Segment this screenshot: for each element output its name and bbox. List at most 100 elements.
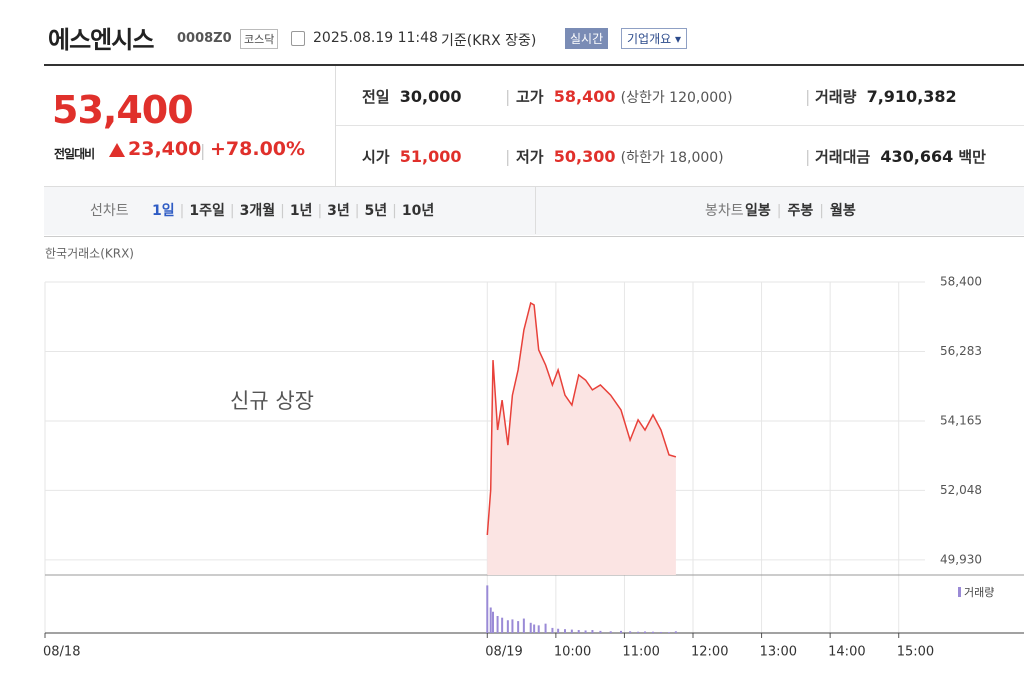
x-tick-label: 11:00 [622,645,659,660]
separator: | [505,147,511,166]
volume-bar [644,631,646,633]
chart-body: 한국거래소(KRX) 신규 상장 58,400 56,283 54,165 52,04… [43,247,1024,660]
stat: 전일 30,000 [362,86,462,107]
tab[interactable]: 3개월 [239,203,276,219]
separator: | [280,203,285,219]
volume-bar [584,630,587,633]
stock-code: 0008Z0 [177,31,232,46]
divider [336,125,1024,126]
stat-label: 거래량 [815,88,857,106]
stat-note: (상한가 120,000) [620,90,733,106]
price-area [487,303,676,575]
stat-label: 저가 [516,148,544,166]
x-tick-label: 14:00 [828,645,865,660]
stat-label: 고가 [516,88,544,106]
stat-unit: 백만 [958,148,986,166]
volume-bar [564,629,566,633]
stat: 시가 51,000 [362,146,462,167]
quote-box [44,64,1024,237]
candle-tab-list: 일봉 | 주봉 | 월봉 [745,200,856,220]
volume-legend-swatch [958,587,961,597]
volume-bar [652,631,654,633]
volume-bar [609,631,612,633]
volume-bar [489,607,492,633]
tab[interactable]: 주봉 [787,203,814,219]
tab[interactable]: 일봉 [745,203,771,219]
volume-bar [501,617,504,633]
separator: | [317,203,323,219]
change-percent: +78.00% [210,138,306,160]
volume-bar [533,624,536,633]
stat: 고가 58,400 (상한가 120,000) [516,86,733,107]
volume-bar [492,611,494,633]
stat-value: 58,400 [553,87,616,106]
y-tick-label: 56,283 [940,344,982,358]
up-triangle [109,143,125,157]
tab[interactable]: 3년 [327,203,350,219]
tab[interactable]: 월봉 [829,203,856,219]
separator: | [200,141,206,160]
tab[interactable]: 1일 [152,203,175,219]
stock-name: 에스엔시스 [48,26,154,54]
volume-bar [599,630,602,633]
separator: | [179,203,185,219]
stat: 거래대금 430,664 백만 [815,146,986,167]
volume-bar [486,585,489,633]
divider [535,187,536,234]
y-tick-label: 49,930 [940,552,982,566]
stat-value: 7,910,382 [866,87,957,106]
stat-value: 51,000 [399,147,462,166]
x-tick-label: 12:00 [691,645,728,660]
change: 23,400 [128,138,202,160]
overview-dropdown[interactable]: 기업개요 ▾ [621,28,688,49]
overview-label[interactable]: 기업개요 [627,32,672,46]
line-tab-list: 1일 | 1주일 | 3개월 | 1년 | 3년 | 5년 | 10년 [152,200,434,220]
volume-bar [620,630,622,633]
y-tick-label: 58,400 [940,275,982,289]
market-badge: 코스닥 [240,29,279,49]
separator: | [776,203,782,219]
chart-source: 한국거래소(KRX) [45,247,134,261]
current-price: 53,400 [52,88,194,132]
volume-bar [537,625,540,633]
separator: | [354,203,360,219]
candle-chart-label: 봉차트 [705,203,744,219]
timestamp: 2025.08.19 11:48 [313,30,438,46]
volume-bar [551,627,554,633]
y-tick-label: 54,165 [940,413,982,427]
stat-label: 거래대금 [815,148,871,166]
stat: 거래량 7,910,382 [815,86,957,107]
volume-bar [637,631,640,633]
volume-bar [629,631,632,633]
price-line [486,301,677,536]
tab[interactable]: 1년 [289,203,313,219]
line-chart-label: 선차트 [90,203,129,219]
tab[interactable]: 5년 [364,203,388,219]
x-tick-label: 08/19 [485,645,522,660]
realtime-button[interactable]: 실시간 [565,28,609,49]
calendar-icon [291,31,305,46]
volume-bar [506,620,509,633]
volume-bar [511,619,514,633]
up-arrow [109,143,125,157]
divider [335,66,336,186]
chart-tabs [44,186,1024,235]
x-tick-label: 10:00 [554,645,591,660]
x-tick-label: 08/18 [43,645,80,660]
separator: | [505,87,511,106]
chart: 한국거래소(KRX) 신규 상장 58,400 56,283 54,165 52,04… [43,247,1024,660]
change-label: 전일대비 [54,147,95,161]
separator: | [819,203,824,219]
tab[interactable]: 10년 [401,203,435,219]
annotation: 신규 상장 [230,389,314,413]
stat-value: 50,300 [553,147,616,166]
separator: | [229,203,235,219]
volume-legend: 거래량 [964,586,994,599]
stat-label: 전일 [362,88,390,106]
stat-value: 430,664 [880,147,954,166]
stat: 저가 50,300 (하한가 18,000) [516,146,724,167]
tab[interactable]: 1주일 [189,203,225,219]
volume-bar [496,616,499,633]
separator: | [392,203,397,219]
